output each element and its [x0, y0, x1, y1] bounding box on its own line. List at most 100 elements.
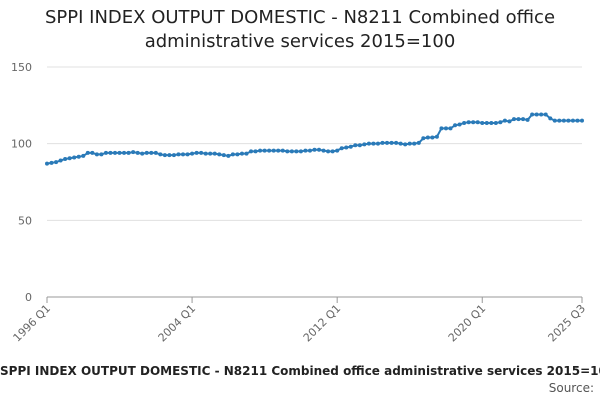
data-point — [416, 140, 421, 145]
data-point — [366, 141, 371, 146]
data-point — [448, 126, 453, 131]
data-point — [85, 150, 90, 155]
data-point — [190, 151, 195, 156]
data-point — [425, 135, 430, 140]
data-point — [122, 150, 127, 155]
data-point — [262, 148, 267, 153]
data-point — [285, 149, 290, 154]
data-point — [99, 152, 104, 157]
data-point — [117, 150, 122, 155]
data-point — [235, 152, 240, 157]
data-point — [126, 150, 131, 155]
data-point — [575, 118, 580, 123]
data-point — [76, 154, 81, 159]
data-point — [407, 141, 412, 146]
data-point — [217, 152, 222, 157]
data-point — [462, 120, 467, 125]
data-point — [135, 150, 140, 155]
data-point — [534, 112, 539, 117]
data-point — [498, 120, 503, 125]
data-point — [221, 153, 226, 158]
data-point — [484, 120, 489, 125]
data-point — [244, 151, 249, 156]
data-point — [81, 153, 86, 158]
data-point — [113, 150, 118, 155]
data-point — [357, 143, 362, 148]
data-point — [412, 141, 417, 146]
data-point — [516, 117, 521, 122]
y-tick-label: 50 — [18, 214, 32, 227]
x-tick-label: 2025 Q3 — [546, 302, 589, 345]
data-point — [443, 126, 448, 131]
data-point — [321, 148, 326, 153]
data-point — [131, 150, 136, 155]
data-point — [525, 117, 530, 122]
data-point — [385, 140, 390, 145]
y-tick-label: 150 — [11, 61, 32, 74]
x-tick-label: 2012 Q1 — [301, 302, 344, 345]
data-point — [181, 152, 186, 157]
data-point — [502, 118, 507, 123]
data-point — [480, 120, 485, 125]
data-point — [63, 157, 68, 161]
data-point — [471, 120, 476, 125]
data-point — [493, 120, 498, 125]
data-point — [94, 152, 99, 157]
data-point — [317, 147, 322, 152]
data-point — [335, 148, 340, 153]
data-point — [208, 151, 213, 156]
x-tick-label: 1996 Q1 — [11, 302, 54, 345]
x-tick-label: 2004 Q1 — [156, 302, 199, 345]
data-point — [489, 120, 494, 125]
data-point — [557, 118, 562, 123]
y-tick-label: 100 — [11, 138, 32, 151]
data-point — [267, 148, 272, 153]
data-point — [72, 155, 77, 160]
data-point — [67, 156, 72, 161]
data-point — [457, 122, 462, 127]
data-point — [271, 148, 276, 153]
data-point — [453, 123, 458, 128]
data-point — [226, 153, 231, 158]
x-tick-label: 2020 Q1 — [446, 302, 489, 345]
data-point — [171, 153, 176, 158]
data-point — [45, 161, 49, 166]
data-point — [239, 151, 244, 156]
data-point — [90, 150, 95, 155]
data-point — [249, 149, 254, 154]
data-point — [158, 152, 163, 157]
data-point — [466, 120, 471, 125]
data-point — [289, 149, 294, 154]
data-point — [570, 118, 575, 123]
data-point — [530, 112, 535, 117]
data-point — [280, 148, 285, 153]
data-point — [330, 149, 335, 154]
data-point — [362, 142, 367, 147]
data-point — [167, 153, 172, 158]
data-point — [185, 152, 190, 157]
data-point — [380, 140, 385, 145]
data-point — [54, 160, 59, 165]
data-point — [298, 149, 303, 154]
data-point — [307, 148, 312, 153]
data-point — [566, 118, 571, 123]
data-point — [153, 150, 158, 155]
data-point — [439, 126, 444, 131]
data-point — [212, 151, 217, 156]
data-point — [276, 148, 281, 153]
data-point — [389, 140, 394, 145]
data-point — [140, 151, 145, 156]
data-point — [475, 120, 480, 125]
data-point — [258, 148, 263, 153]
data-point — [580, 118, 584, 123]
data-point — [253, 149, 258, 154]
y-tick-label: 0 — [25, 291, 32, 304]
data-point — [543, 112, 548, 117]
data-point — [162, 153, 167, 158]
data-point — [49, 160, 54, 165]
data-point — [103, 150, 108, 155]
data-point — [303, 148, 308, 153]
data-point — [199, 150, 204, 155]
